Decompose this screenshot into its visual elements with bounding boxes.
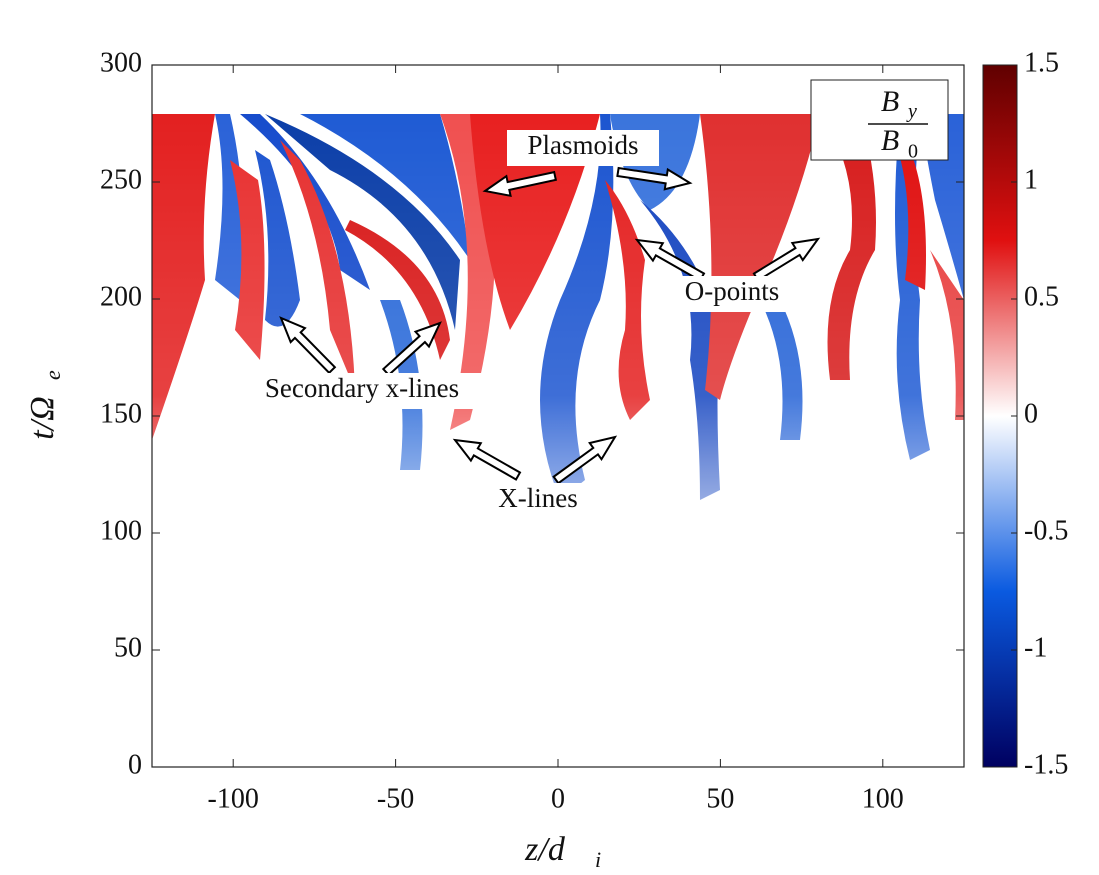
y-label: t/Ω [24,396,61,439]
y-label-sub: e [40,370,65,380]
annotation-box [507,130,659,166]
annotation: Secondary x-lines [265,373,459,403]
x-tick-label: -100 [208,783,259,814]
arrow [452,438,522,481]
y-tick-label: 100 [100,515,142,546]
x-label: z/d [524,831,566,868]
y-tick-label: 300 [100,47,142,78]
annotation: O-points [685,276,780,306]
arrow [752,237,821,282]
y-tick-label: 250 [100,164,142,195]
y-tick-label: 50 [114,632,142,663]
cbar-den-sub: 0 [908,141,918,163]
arrow [552,435,618,485]
annotation-box [228,373,496,409]
annotation: X-lines [498,483,577,513]
arrow [279,316,337,375]
annotation-box [661,276,803,312]
x-tick-label: 0 [551,783,565,814]
y-tick-label: 200 [100,281,142,312]
axes: -100 -50 0 50 100 0 50 100 150 200 250 300 [100,47,964,814]
arrow [616,166,693,191]
y-tick-label: 150 [100,398,142,429]
cbar-num: B [881,85,899,118]
colorbar-tick-label: -1 [1024,632,1047,663]
x-label-sub: i [595,847,601,872]
colorbar-tick-label: 1 [1024,164,1038,195]
y-tick-label: 0 [128,749,142,780]
cbar-num-sub: y [906,101,917,123]
x-tick-label: 50 [706,783,734,814]
x-tick-label: 100 [862,783,904,814]
colorbar-tick-label: -1.5 [1024,749,1068,780]
arrow [482,170,558,198]
colorbar-tick-label: -0.5 [1024,515,1068,546]
annotation-box [484,483,592,519]
x-tick-label: -50 [377,783,414,814]
annotation: Plasmoids [527,130,638,160]
colorbar-tick-label: 1.5 [1024,47,1059,78]
annotations: Plasmoids O-points Secondary x-lines X-line… [228,130,821,519]
arrow [381,321,442,377]
colorbar-label-box: B y B 0 [810,79,949,163]
colorbar-tick-label: 0.5 [1024,281,1059,312]
colorbar-tick-label: 0 [1024,398,1038,429]
cbar-den: B [881,124,899,157]
